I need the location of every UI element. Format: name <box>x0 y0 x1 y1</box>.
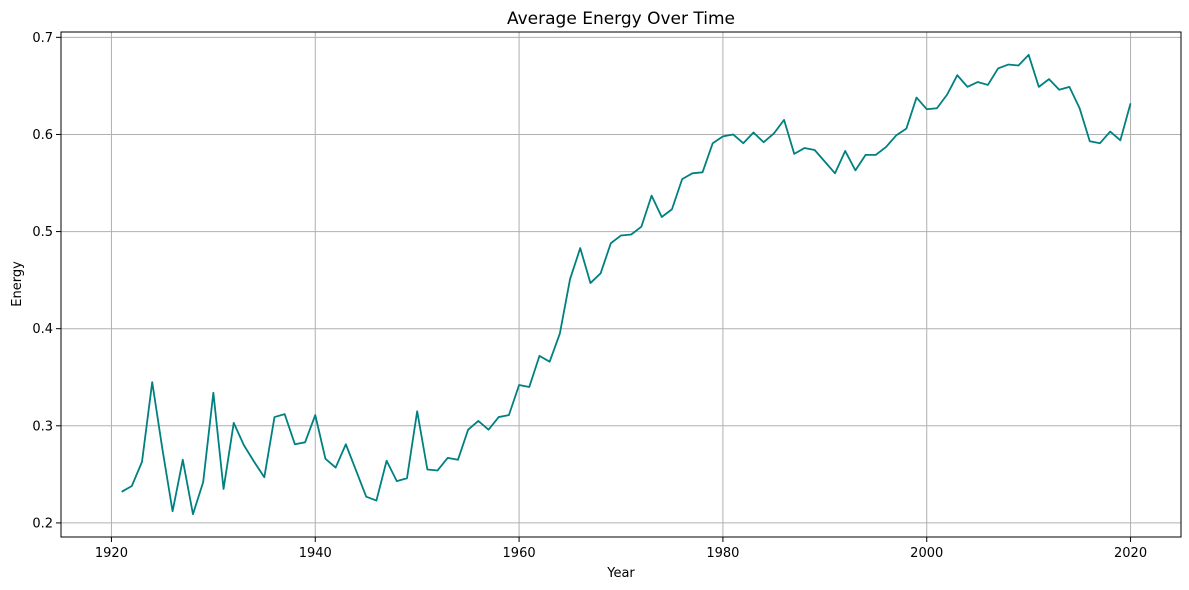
plot-area-frame <box>60 31 1182 538</box>
chart-title: Average Energy Over Time <box>507 9 735 29</box>
y-tick-label: 0.4 <box>32 322 53 337</box>
x-tick-label: 2000 <box>910 546 943 561</box>
data-series <box>121 53 1132 516</box>
y-tick-label: 0.6 <box>32 128 53 143</box>
x-tick-label: 1920 <box>95 546 128 561</box>
energy-series-line <box>121 53 1132 516</box>
grid-lines <box>61 32 1181 537</box>
x-tick-label: 1960 <box>503 546 536 561</box>
x-axis-ticks: 1920 1940 1960 1980 2000 2020 <box>95 537 1147 561</box>
y-axis-ticks: 0.2 0.3 0.4 0.5 0.6 0.7 <box>32 31 61 531</box>
y-tick-label: 0.3 <box>32 419 53 434</box>
y-tick-label: 0.7 <box>32 31 53 46</box>
y-tick-label: 0.2 <box>32 516 53 531</box>
x-tick-label: 1940 <box>299 546 332 561</box>
y-tick-label: 0.5 <box>32 225 53 240</box>
x-tick-label: 2020 <box>1114 546 1147 561</box>
x-axis-label: Year <box>606 566 635 581</box>
y-axis-label: Energy <box>10 261 25 307</box>
x-tick-label: 1980 <box>706 546 739 561</box>
